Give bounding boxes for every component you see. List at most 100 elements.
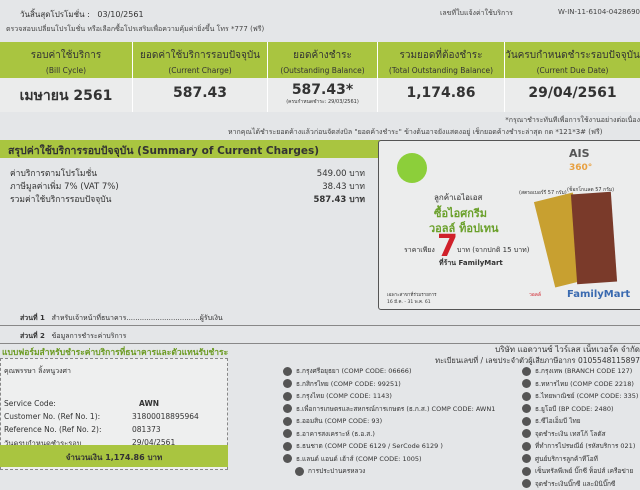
invoice-label: เลขที่ใบแจ้งค่าใช้บริการ	[440, 8, 513, 19]
charge-label: รวมค่าใช้บริการรอบปัจจุบัน	[10, 192, 111, 206]
charge-row: ภาษีมูลค่าเพิ่ม 7% (VAT 7%) 38.43 บาท	[10, 179, 365, 193]
en-label: (Current Charge)	[133, 66, 267, 75]
charge-amount: 38.43 บาท	[322, 179, 365, 193]
ad-price-prefix: ราคาเพียง	[404, 245, 435, 256]
charge-row: รวมค่าใช้บริการรอบปัจจุบัน 587.43 บาท	[10, 192, 365, 206]
th-label: รอบค่าใช้บริการ	[0, 48, 132, 63]
charge-row: ค่าบริการตามโปรโมชั่น 549.00 บาท	[10, 166, 365, 180]
mascot-icon	[397, 153, 427, 183]
outstanding-note: หากคุณได้ชำระยอดค้างแล้วก่อนจัดส่งบิล "ย…	[228, 127, 602, 138]
bank-item: ธ.ธนชาต (COMP CODE 6129 / SerCode 6129 )	[283, 440, 495, 453]
bank-item: ธ.แลนด์ แอนด์ เฮ้าส์ (COMP CODE: 1005)	[283, 453, 495, 466]
billing-header: รอบค่าใช้บริการ (Bill Cycle) ยอดค่าใช้บริ…	[0, 42, 640, 78]
bank-item: ที่ทำการไปรษณีย์ (รหัสบริการ 021)	[522, 440, 640, 453]
bank-logo-icon	[283, 367, 292, 376]
bank-logo-icon	[283, 404, 292, 413]
customer-name: คุณพรรษา ลิ้งหนูวงศา	[4, 366, 227, 377]
promo-end-label: วันสิ้นสุดโปรโมชั่น :	[20, 10, 90, 19]
en-label: (Total Outstanding Balance)	[378, 66, 504, 75]
bank-logo-icon	[283, 429, 292, 438]
bank-logo-icon	[522, 442, 531, 451]
familymart-logo: FamilyMart	[567, 289, 630, 300]
bank-item: ธ.กสิกรไทย (COMP CODE: 99251)	[283, 378, 495, 391]
summary-title: สรุปค่าใช้บริการรอบปัจจุบัน (Summary of …	[0, 140, 383, 158]
promo-end: วันสิ้นสุดโปรโมชั่น : 03/10/2561	[20, 8, 144, 21]
bank-item: ธ.ยูโอบี (BP CODE: 2480)	[522, 403, 640, 416]
charge-amount: 587.43 บาท	[313, 192, 365, 206]
payment-amount: จำนวนเงิน 1,174.86 บาท	[0, 445, 228, 467]
bank-logo-icon	[283, 392, 292, 401]
walls-logo: วอลล์	[529, 291, 541, 299]
bank-item: ศูนย์บริการลูกค้าทีโอที	[522, 453, 640, 466]
bank-logo-icon	[283, 442, 292, 451]
th-label: ยอดค่าใช้บริการรอบปัจจุบัน	[133, 48, 267, 63]
slip-row: Service Code:AWN	[4, 399, 227, 408]
bank-logo-icon	[522, 417, 531, 426]
icecream-image	[571, 192, 617, 285]
ad-price-suffix: บาท (จากปกติ 15 บาท)	[457, 245, 530, 256]
bank-item: ธ.อาคารสงเคราะห์ (ธ.อ.ส.)	[283, 428, 495, 441]
bank-item: ธ.กรุงเทพ (BRANCH CODE 127)	[522, 365, 640, 378]
bill-cycle-value: เมษายน 2561	[0, 85, 132, 107]
bank-logo-icon	[522, 479, 531, 488]
section-1: ส่วนที่ 1 สำหรับเจ้าหน้าที่ธนาคาร.......…	[0, 313, 640, 326]
promo-end-date: 03/10/2561	[97, 10, 143, 19]
bank-item: เซ็นทรัลพีเพย์ บิ๊กซี ท็อปส์ เครือข่าย	[522, 465, 640, 478]
header-outstanding: ยอดค้างชำระ (Outstanding Balance)	[268, 42, 378, 78]
bank-item: จุดชำระเงินบิ๊กซี และมินิบิ๊กซี	[522, 478, 640, 490]
en-label: (Bill Cycle)	[0, 66, 132, 75]
promo-note: ตรวจสอบเปลี่ยนโปรโมชั่น หรือเลือกซื้อโปร…	[6, 24, 264, 35]
en-label: (Current Due Date)	[505, 66, 640, 75]
outstanding-value: 587.43*	[268, 82, 377, 98]
ad-line1: ลูกค้าเอไอเอส	[434, 191, 482, 204]
bank-item: ธ.ออมสิน (COMP CODE: 93)	[283, 415, 495, 428]
charge-amount: 549.00 บาท	[317, 166, 365, 180]
header-due-date: วันครบกำหนดชำระรอบปัจจุบัน (Current Due D…	[505, 42, 640, 78]
bank-logo-icon	[522, 392, 531, 401]
bank-list-right: ธ.กรุงเทพ (BRANCH CODE 127) ธ.ทหารไทย (C…	[522, 365, 640, 490]
current-charge-value: 587.43	[133, 85, 267, 101]
bank-item: การประปานครหลวง	[283, 465, 495, 478]
bank-item: ธ.กรุงไทย (COMP CODE: 1143)	[283, 390, 495, 403]
bank-logo-icon	[522, 367, 531, 376]
bank-logo-icon	[295, 467, 304, 476]
bank-list-middle: ธ.กรุงศรีอยุธยา (COMP CODE: 06666) ธ.กสิ…	[283, 365, 495, 478]
header-total: รวมยอดที่ต้องชำระ (Total Outstanding Bala…	[378, 42, 505, 78]
pay-now-note: *กรุณาชำระทันทีเพื่อการใช้งานอย่างต่อเนื…	[505, 115, 640, 126]
en-label: (Outstanding Balance)	[268, 66, 377, 75]
th-label: ยอดค้างชำระ	[268, 48, 377, 63]
billing-values: เมษายน 2561 587.43 587.43*(ครบกำหนดชำระ:…	[0, 78, 640, 112]
due-date-value: 29/04/2561	[505, 85, 640, 101]
bank-item: ธ.ซีไอเอ็มบี ไทย	[522, 415, 640, 428]
slip-row: Customer No. (Ref No. 1):31800018895964	[4, 412, 227, 421]
bank-logo-icon	[522, 429, 531, 438]
bank-logo-icon	[522, 379, 531, 388]
form-title: แบบฟอร์มสำหรับชำระค่าบริการที่ธนาคารและต…	[2, 345, 228, 359]
bank-logo-icon	[283, 454, 292, 463]
charge-label: ค่าบริการตามโปรโมชั่น	[10, 166, 97, 180]
th-label: รวมยอดที่ต้องชำระ	[378, 48, 504, 63]
total-value: 1,174.86	[378, 85, 504, 101]
bank-item: ธ.ไทยพาณิชย์ (COMP CODE: 335)	[522, 390, 640, 403]
bank-logo-icon	[522, 454, 531, 463]
bank-logo-icon	[283, 379, 292, 388]
bank-logo-icon	[522, 404, 531, 413]
header-bill-cycle: รอบค่าใช้บริการ (Bill Cycle)	[0, 42, 133, 78]
bank-item: ธ.ทหารไทย (COMP CODE 2218)	[522, 378, 640, 391]
header-current-charge: ยอดค่าใช้บริการรอบปัจจุบัน (Current Charg…	[133, 42, 268, 78]
bank-item: ธ.กรุงศรีอยุธยา (COMP CODE: 06666)	[283, 365, 495, 378]
outstanding-due-note: (ครบกำหนดชำระ: 29/03/2561)	[268, 98, 377, 106]
bank-logo-icon	[283, 417, 292, 426]
slip-row: Reference No. (Ref No. 2):081373	[4, 425, 227, 434]
invoice-number: เลขที่ใบแจ้งค่าใช้บริการ W-IN-11-6104-042…	[440, 8, 640, 19]
ad-store: ที่ร้าน FamilyMart	[439, 258, 503, 269]
bank-item: จุดชำระเงิน เทสโก้ โลตัส	[522, 428, 640, 441]
bank-logo-icon	[522, 467, 531, 476]
th-label: วันครบกำหนดชำระรอบปัจจุบัน	[505, 48, 640, 63]
ad-period: เฉพาะสาขาที่ร่วมรายการ 16 มี.ค. - 31 พ.ค…	[387, 291, 442, 305]
charge-label: ภาษีมูลค่าเพิ่ม 7% (VAT 7%)	[10, 179, 119, 193]
invoice-value: W-IN-11-6104-0428690	[558, 8, 640, 19]
bank-item: ธ.เพื่อการเกษตรและสหกรณ์การเกษตร (ธ.ก.ส.…	[283, 403, 495, 416]
